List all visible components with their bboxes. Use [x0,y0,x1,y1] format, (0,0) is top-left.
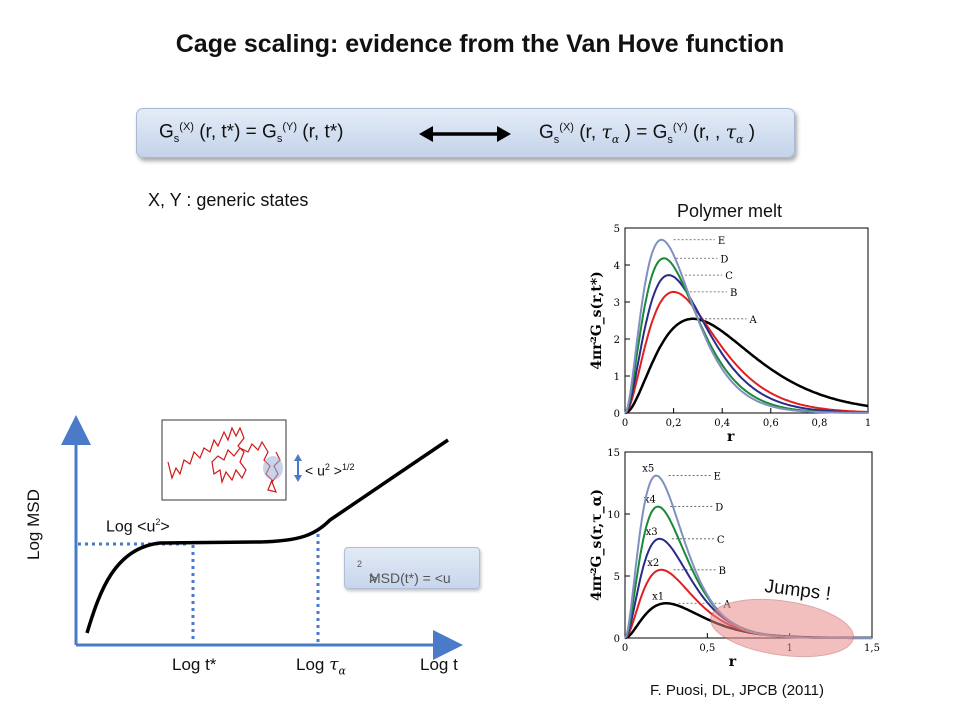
x-tick-label: 0 [622,418,628,429]
formula-left: Gs(X) (r, t*) = Gs(Y) (r, t*) [159,121,344,146]
series-label: D [715,503,723,514]
x-tick-label: 0,4 [714,418,730,429]
series-label: A [749,315,758,326]
slide-title: Cage scaling: evidence from the Van Hove… [175,30,785,58]
msd-curve [85,438,449,634]
chart-ylabel: 4πr²G_s(r,t*) [589,271,605,370]
y-tick-label: 2 [614,335,620,346]
cage-size-label: < u2 >1/2 [305,462,355,479]
series-label: B [730,288,737,299]
series-multiplier: x4 [644,495,656,506]
x-tick-label: 1 [865,418,871,429]
y-tick-label: 0 [614,409,620,420]
chart-xlabel: r [727,429,735,445]
double-arrow-icon [419,126,511,142]
formula-right: Gs(X) (r, τα ) = Gs(Y) (r, , τα ) [539,121,756,146]
x-tick-label: 1,5 [864,643,880,654]
tau-label: Log τα [296,655,346,678]
series-multiplier: x3 [646,527,658,538]
series-multiplier: x1 [652,591,664,602]
msd-equation-box: MSD(t*) = <u 2 > [344,547,480,589]
y-tick-label: 5 [614,572,620,583]
y-tick-label: 1 [614,372,620,383]
chart-xlabel: r [729,654,737,670]
y-tick-label: 0 [614,634,620,645]
series-multiplier: x2 [647,558,659,569]
series-line-C [624,274,868,414]
series-label: C [725,271,733,282]
jumps-ellipse [710,598,854,658]
series-multiplier: x5 [642,464,654,475]
series-line-A [624,317,869,415]
plateau-label: Log <u2> [106,517,170,536]
sketch-x-axis-label: Log t [420,655,458,674]
series-label: E [714,472,721,483]
series-label: D [720,254,728,265]
series-label: C [717,535,725,546]
x-tick-label: 0,6 [763,418,779,429]
x-tick-label: 0,5 [699,643,715,654]
cage-highlight [263,456,283,480]
msd-sketch [61,415,463,660]
series-label: E [718,236,725,247]
y-tick-label: 3 [614,298,620,309]
series-line-E [624,238,868,414]
y-tick-label: 5 [614,224,620,235]
polymer-melt-label: Polymer melt [677,201,783,221]
citation: F. Puosi, DL, JPCB (2011) [650,682,824,699]
y-tick-label: 15 [607,448,620,459]
states-note: X, Y : generic states [148,190,309,210]
tstar-label: Log t* [172,655,217,674]
chart-frame [624,227,869,414]
formula-bar: Gs(X) (r, t*) = Gs(Y) (r, t*) Gs(X) (r, … [136,108,795,158]
x-tick-label: 0 [622,643,628,654]
series-label: B [719,566,726,577]
series-line-B [624,290,869,414]
x-tick-label: 0,8 [811,418,827,429]
chart-ylabel: 4πr²G_s(r,τ_α) [589,489,605,601]
y-tick-label: 4 [614,261,620,272]
x-tick-label: 0,2 [666,418,682,429]
y-tick-label: 10 [607,510,620,521]
sketch-y-axis-label: Log MSD [24,489,43,560]
